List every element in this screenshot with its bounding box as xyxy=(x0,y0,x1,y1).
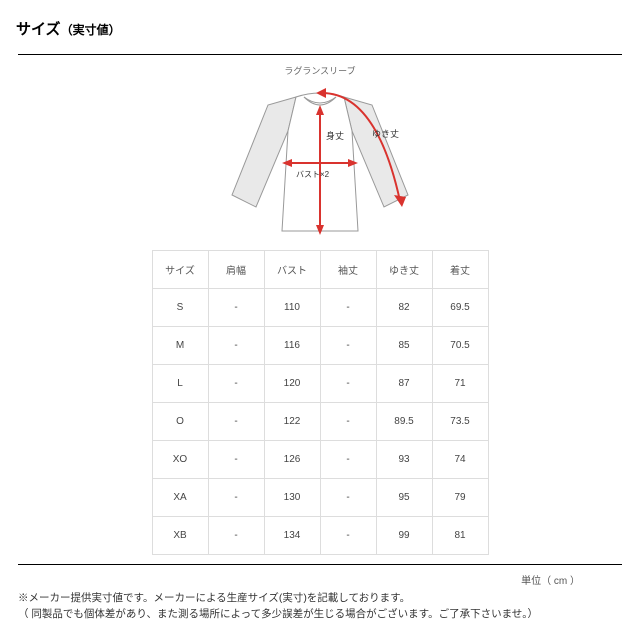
table-cell: 74 xyxy=(432,441,488,479)
table-cell: - xyxy=(208,517,264,555)
diagram-label: ラグランスリーブ xyxy=(284,64,355,77)
table-row: XA-130-9579 xyxy=(152,479,488,517)
table-cell: M xyxy=(152,327,208,365)
page-title: サイズ（実寸値） xyxy=(16,18,121,39)
title-sub: （実寸値） xyxy=(61,23,121,37)
table-cell: L xyxy=(152,365,208,403)
size-table: サイズ 肩幅 バスト 袖丈 ゆき丈 着丈 S-110-8269.5M-116-8… xyxy=(152,250,489,555)
table-header-row: サイズ 肩幅 バスト 袖丈 ゆき丈 着丈 xyxy=(152,251,488,289)
table-cell: 130 xyxy=(264,479,320,517)
table-cell: 116 xyxy=(264,327,320,365)
col-header: バスト xyxy=(264,251,320,289)
size-table-wrap: サイズ 肩幅 バスト 袖丈 ゆき丈 着丈 S-110-8269.5M-116-8… xyxy=(0,250,640,555)
col-header: 肩幅 xyxy=(208,251,264,289)
table-cell: 95 xyxy=(376,479,432,517)
table-cell: - xyxy=(320,289,376,327)
table-cell: 93 xyxy=(376,441,432,479)
col-header: 着丈 xyxy=(432,251,488,289)
label-yuki: ゆき丈 xyxy=(372,129,399,139)
footnote-line1: ※メーカー提供実寸値です。メーカーによる生産サイズ(実寸)を記載しております。 xyxy=(18,590,622,606)
table-cell: S xyxy=(152,289,208,327)
table-cell: XB xyxy=(152,517,208,555)
unit-label: 単位（ cm ） xyxy=(521,572,580,587)
table-cell: XO xyxy=(152,441,208,479)
table-row: S-110-8269.5 xyxy=(152,289,488,327)
table-cell: O xyxy=(152,403,208,441)
table-cell: 87 xyxy=(376,365,432,403)
footnote-line2: （ 同製品でも個体差があり、また測る場所によって多少誤差が生じる場合がございます… xyxy=(18,606,622,622)
table-cell: - xyxy=(320,479,376,517)
table-cell: 70.5 xyxy=(432,327,488,365)
table-cell: 69.5 xyxy=(432,289,488,327)
table-row: XB-134-9981 xyxy=(152,517,488,555)
diagram: ラグランスリーブ 身丈 ゆき丈 バスト×2 xyxy=(0,64,640,240)
table-cell: - xyxy=(320,441,376,479)
table-row: O-122-89.573.5 xyxy=(152,403,488,441)
table-row: XO-126-9374 xyxy=(152,441,488,479)
col-header: ゆき丈 xyxy=(376,251,432,289)
table-cell: 73.5 xyxy=(432,403,488,441)
table-cell: XA xyxy=(152,479,208,517)
table-cell: - xyxy=(208,403,264,441)
table-row: L-120-8771 xyxy=(152,365,488,403)
table-cell: 126 xyxy=(264,441,320,479)
table-cell: - xyxy=(320,327,376,365)
col-header: 袖丈 xyxy=(320,251,376,289)
table-cell: - xyxy=(208,289,264,327)
table-cell: - xyxy=(208,327,264,365)
table-cell: - xyxy=(320,403,376,441)
table-cell: 120 xyxy=(264,365,320,403)
table-cell: - xyxy=(208,479,264,517)
table-cell: 79 xyxy=(432,479,488,517)
table-cell: 89.5 xyxy=(376,403,432,441)
table-cell: - xyxy=(320,517,376,555)
footnote: ※メーカー提供実寸値です。メーカーによる生産サイズ(実寸)を記載しております。 … xyxy=(18,590,622,623)
table-cell: - xyxy=(320,365,376,403)
table-cell: - xyxy=(208,365,264,403)
title-main: サイズ xyxy=(16,21,61,38)
table-cell: 82 xyxy=(376,289,432,327)
label-mitake: 身丈 xyxy=(326,130,344,141)
table-cell: 81 xyxy=(432,517,488,555)
table-cell: 99 xyxy=(376,517,432,555)
rule-top xyxy=(18,54,622,55)
table-cell: 85 xyxy=(376,327,432,365)
rule-bottom xyxy=(18,564,622,565)
col-header: サイズ xyxy=(152,251,208,289)
table-row: M-116-8570.5 xyxy=(152,327,488,365)
label-bust: バスト×2 xyxy=(296,170,330,179)
shirt-diagram: 身丈 ゆき丈 バスト×2 xyxy=(220,85,420,240)
table-cell: 110 xyxy=(264,289,320,327)
table-cell: - xyxy=(208,441,264,479)
table-cell: 122 xyxy=(264,403,320,441)
table-cell: 71 xyxy=(432,365,488,403)
table-cell: 134 xyxy=(264,517,320,555)
